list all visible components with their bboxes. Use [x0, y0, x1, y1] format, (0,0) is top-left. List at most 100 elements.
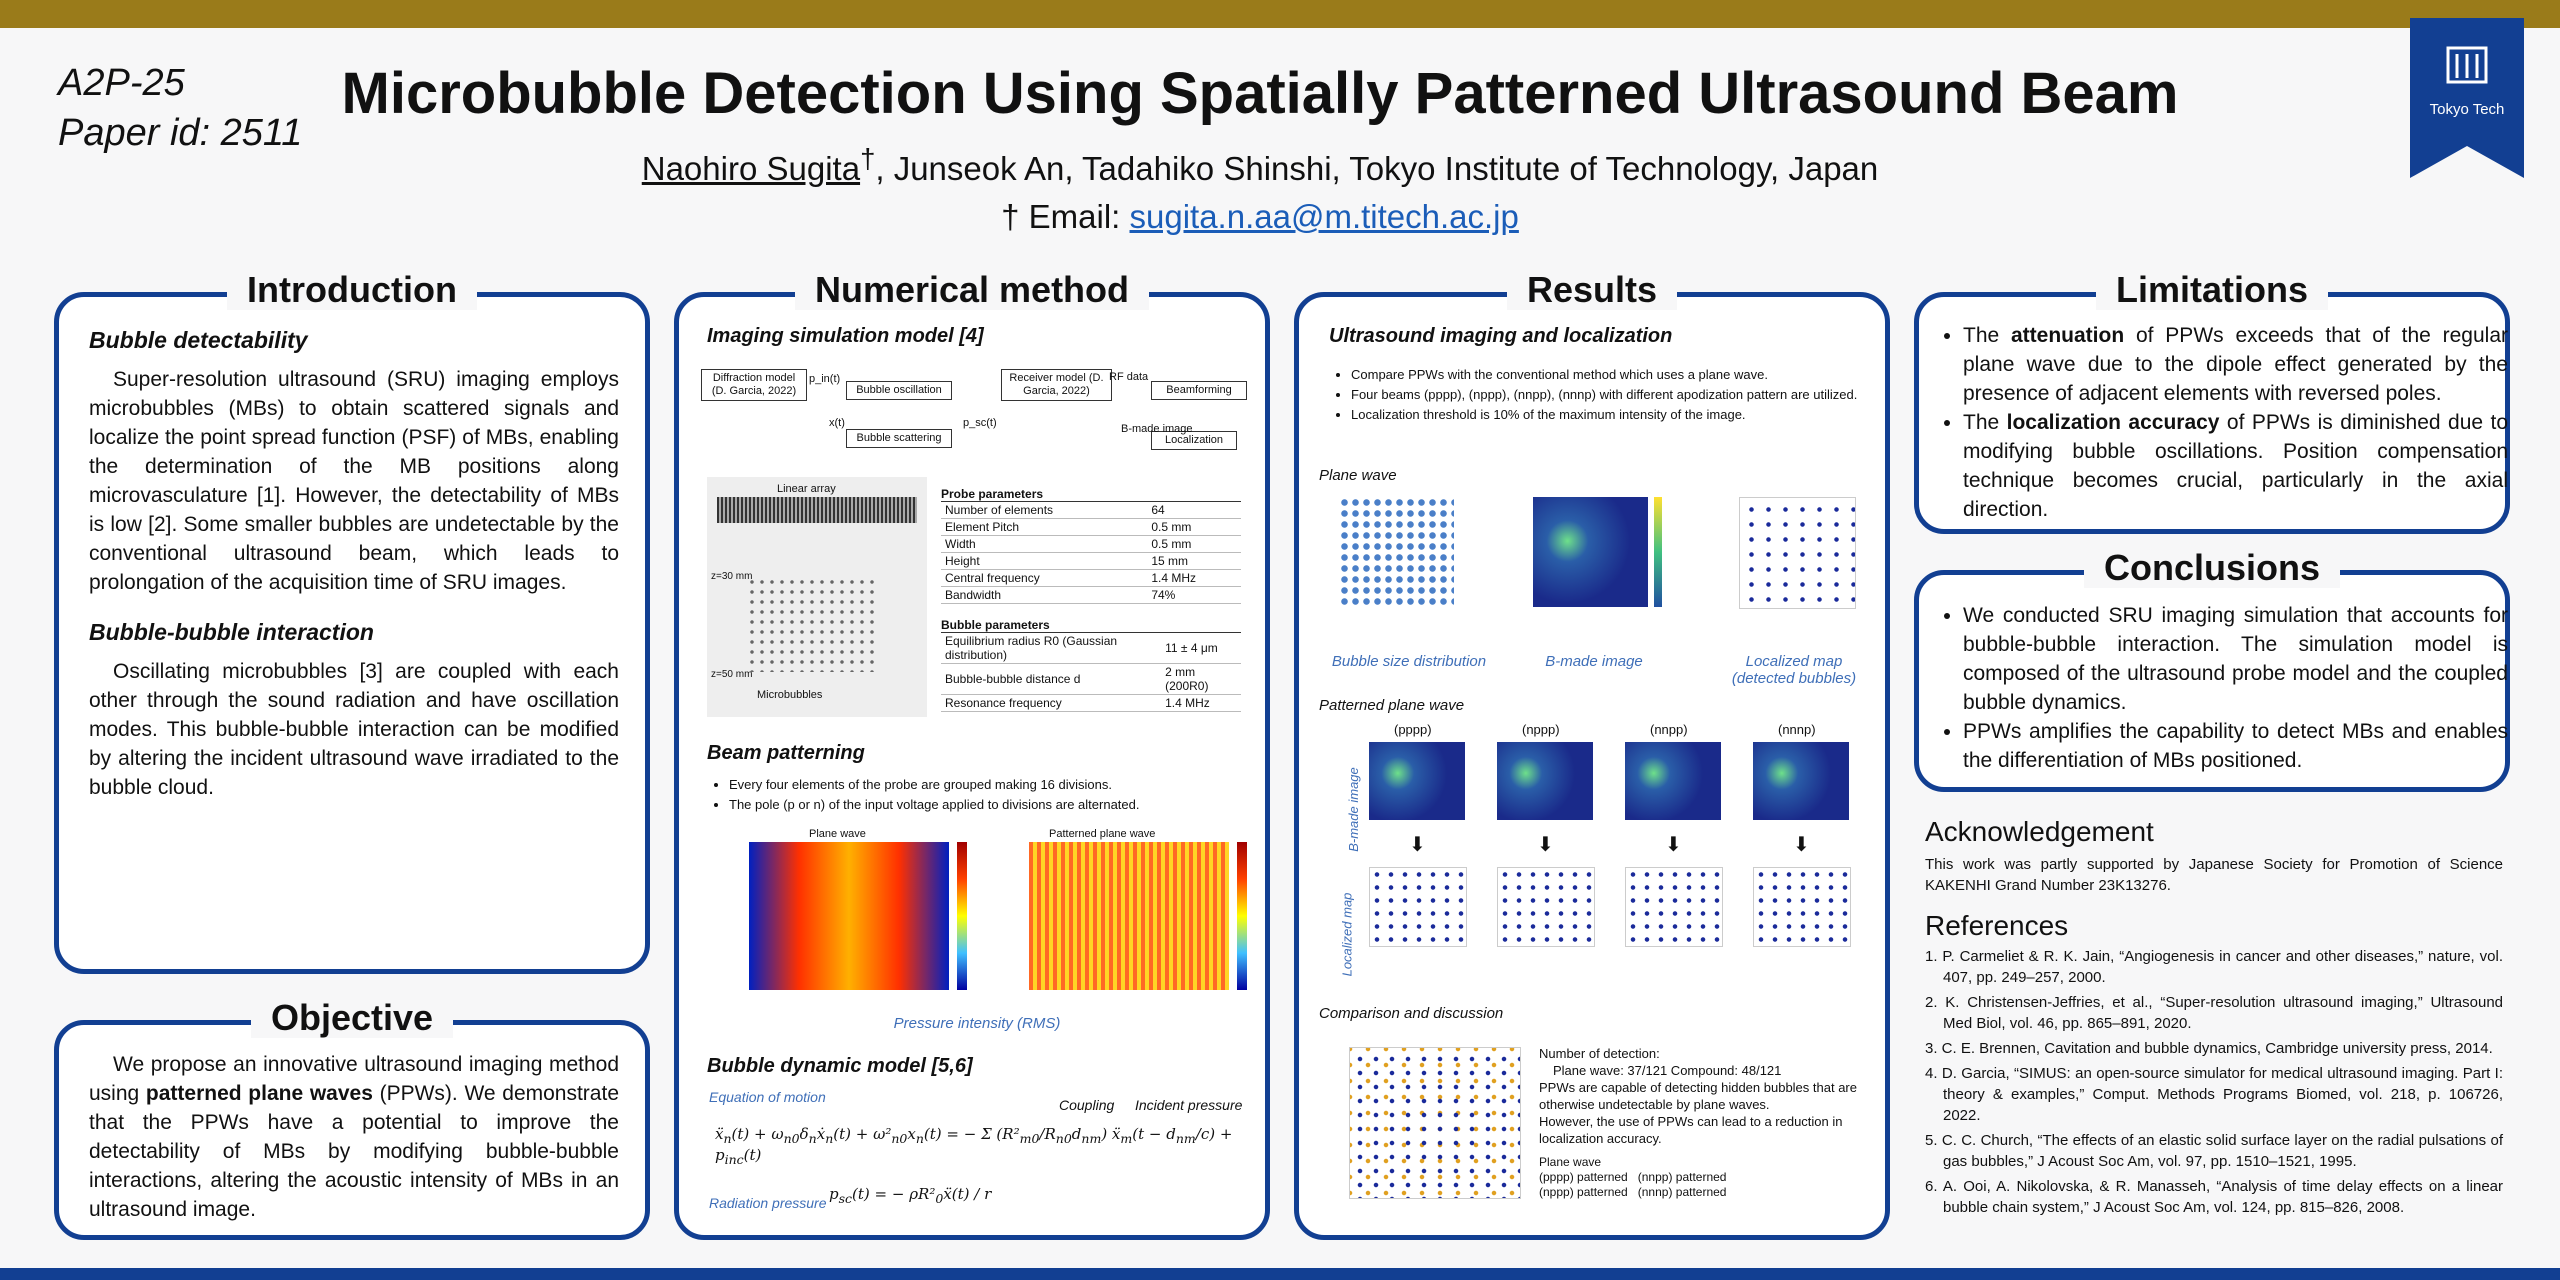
pressure-plane-wave-map [749, 842, 949, 990]
param-row: Resonance frequency 1.4 MHz [941, 694, 1241, 712]
incident-label: Incident pressure [1135, 1097, 1243, 1113]
intro-paragraph-1: Super-resolution ultrasound (SRU) imagin… [89, 368, 619, 594]
caption-size: Bubble size distribution [1331, 653, 1487, 670]
email-link[interactable]: sugita.n.aa@m.titech.ac.jp [1129, 198, 1519, 235]
comparison-subtitle: Comparison and discussion [1319, 1005, 1504, 1022]
flow-box: Bubble scattering [846, 429, 952, 448]
conclusions-title: Conclusions [2083, 547, 2341, 588]
param-row: Width 0.5 mm [941, 535, 1241, 553]
email-label: † Email: [1001, 198, 1130, 235]
flow-box: Receiver model (D. Garcia, 2022) [1001, 369, 1112, 401]
pressure-caption: Pressure intensity (RMS) [893, 1015, 1061, 1032]
intro-paragraph-2: Oscillating microbubbles [3] are coupled… [89, 660, 619, 799]
plane-wave-subtitle: Plane wave [1319, 467, 1397, 484]
param-row: Central frequency 1.4 MHz [941, 569, 1241, 587]
email-line: † Email: sugita.n.aa@m.titech.ac.jp [300, 198, 2220, 236]
param-row: Equilibrium radius R0 (Gaussian distribu… [941, 633, 1241, 664]
introduction-title: Introduction [227, 269, 477, 310]
param-row: Element Pitch 0.5 mm [941, 518, 1241, 536]
numerical-method-panel: Numerical method Imaging simulation mode… [674, 269, 1270, 1240]
conclusions-panel: Conclusions We conducted SRU imaging sim… [1914, 547, 2510, 792]
limitations-panel: Limitations The attenuation of PPWs exce… [1914, 269, 2510, 534]
flow-box: Localization [1151, 431, 1237, 450]
logo-text: Tokyo Tech [2430, 101, 2505, 118]
ack-title: Acknowledgement [1925, 816, 2154, 847]
ppw-localized-map [1753, 867, 1851, 947]
beam-patterning-heading: Beam patterning [707, 742, 865, 764]
bubble-size-plot [1339, 497, 1454, 607]
param-row: Bandwidth 74% [941, 586, 1241, 604]
authors-line: Naohiro Sugita†, Junseok An, Tadahiko Sh… [300, 143, 2220, 188]
pressure-ppw-map [1029, 842, 1229, 990]
imaging-model-heading: Imaging simulation model [4] [707, 325, 984, 347]
coupling-label: Coupling [1059, 1097, 1115, 1113]
main-author: Naohiro Sugita [641, 150, 861, 187]
references-list: 1. P. Carmeliet & R. K. Jain, “Angiogene… [1925, 946, 2503, 1222]
flow-label: p_sc(t) [963, 417, 997, 429]
ppw-localized-map [1369, 867, 1467, 947]
ppw-bmode-map [1625, 742, 1721, 820]
colorbar-2 [1237, 842, 1247, 990]
simulation-flowchart: Diffraction model (D. Garcia, 2022) Bubbl… [701, 365, 1251, 465]
flow-box: Beamforming [1151, 381, 1247, 400]
colorbar-1 [957, 842, 967, 990]
top-color-bar [0, 0, 2560, 28]
pressure-plane-wave-label: Plane wave [809, 828, 866, 840]
bmode-colorbar [1654, 497, 1662, 607]
caption-bmode: B-made image [1545, 653, 1643, 670]
down-arrow-icon: ⬇ [1537, 834, 1554, 856]
row-label-localized: Localized map [1339, 892, 1355, 977]
beam-patterning-bullets: Every four elements of the probe are gro… [707, 775, 1269, 815]
flow-label: RF data [1109, 371, 1149, 383]
bubble-dynamic-heading: Bubble dynamic model [5,6] [707, 1055, 973, 1077]
limitations-title: Limitations [2095, 269, 2328, 310]
down-arrow-icon: ⬇ [1793, 834, 1810, 856]
ppw-bmode-map [1369, 742, 1465, 820]
pattern-label: (nppp) [1522, 722, 1560, 737]
reference-item: 3. C. E. Brennen, Cavitation and bubble … [1925, 1040, 2493, 1057]
flow-label: x(t) [829, 417, 845, 429]
comparison-text: Number of detection: Plane wave: 37/121 … [1539, 1046, 1857, 1199]
down-arrow-icon: ⬇ [1665, 834, 1682, 856]
flow-box: Bubble oscillation [846, 381, 952, 400]
introduction-panel: Introduction Bubble detectability Super-… [54, 269, 650, 974]
ack-text: This work was partly supported by Japane… [1925, 856, 2503, 894]
pressure-ppw-label: Patterned plane wave [1049, 828, 1156, 840]
poster-title: Microbubble Detection Using Spatially Pa… [341, 61, 2179, 126]
bubble-cloud-figures [89, 807, 619, 957]
reference-item: 6. A. Ooi, A. Nikolovska, & R. Manasseh,… [1925, 1178, 2503, 1216]
equation-motion: ẍn(t) + ωn0δnẋn(t) + ω²n0xn(t) = − Σ (R²… [715, 1125, 1233, 1167]
conclusions-list: We conducted SRU imaging simulation that… [1941, 601, 2508, 775]
ppw-subtitle: Patterned plane wave [1319, 697, 1465, 714]
ppw-bmode-map [1753, 742, 1849, 820]
paper-id: Paper id: 2511 [58, 112, 303, 154]
objective-text: We propose an innovative ultrasound imag… [89, 1053, 619, 1221]
bmode-plot [1533, 497, 1648, 607]
results-panel: Results Ultrasound imaging and localizat… [1294, 269, 1890, 1240]
probe-parameters-table: Probe parameters Number of elements 64 Ele… [941, 487, 1241, 712]
ppw-bmode-map [1497, 742, 1593, 820]
ppw-localized-map [1497, 867, 1595, 947]
localized-plot [1739, 497, 1856, 609]
pattern-label: (nnnp) [1778, 722, 1816, 737]
reference-item: 1. P. Carmeliet & R. K. Jain, “Angiogene… [1925, 948, 2503, 986]
paper-id-block: A2P-25 Paper id: 2511 [58, 58, 302, 158]
ppw-grid: (pppp) ⬇ (nppp) ⬇ (nnpp) ⬇ (nnnp) ⬇ B-made image… [1319, 722, 1879, 1042]
flow-label: B-made image [1121, 423, 1193, 435]
limitations-list: The attenuation of PPWs exceeds that of … [1941, 321, 2508, 524]
objective-panel: Objective We propose an innovative ultra… [54, 997, 650, 1240]
author-mark: † [860, 143, 876, 174]
probe-illustration: Linear array z=30 mm z=50 mm Microbubble… [707, 477, 927, 717]
param-row: Height 15 mm [941, 552, 1241, 570]
reference-item: 2. K. Christensen-Jeffries, et al., “Sup… [1925, 994, 2503, 1032]
numerical-title: Numerical method [794, 269, 1150, 310]
comparison-plot [1349, 1047, 1521, 1199]
reference-item: 4. D. Garcia, “SIMUS: an open-source sim… [1925, 1065, 2503, 1124]
other-authors: , Junseok An, Tadahiko Shinshi, Tokyo In… [875, 150, 1879, 187]
row-label-bmode: B-made image [1345, 767, 1361, 852]
session-id: A2P-25 [58, 62, 185, 104]
param-row: Number of elements 64 [941, 502, 1241, 519]
bottom-color-bar [0, 1268, 2560, 1280]
radiation-label: Radiation pressure [709, 1195, 827, 1211]
